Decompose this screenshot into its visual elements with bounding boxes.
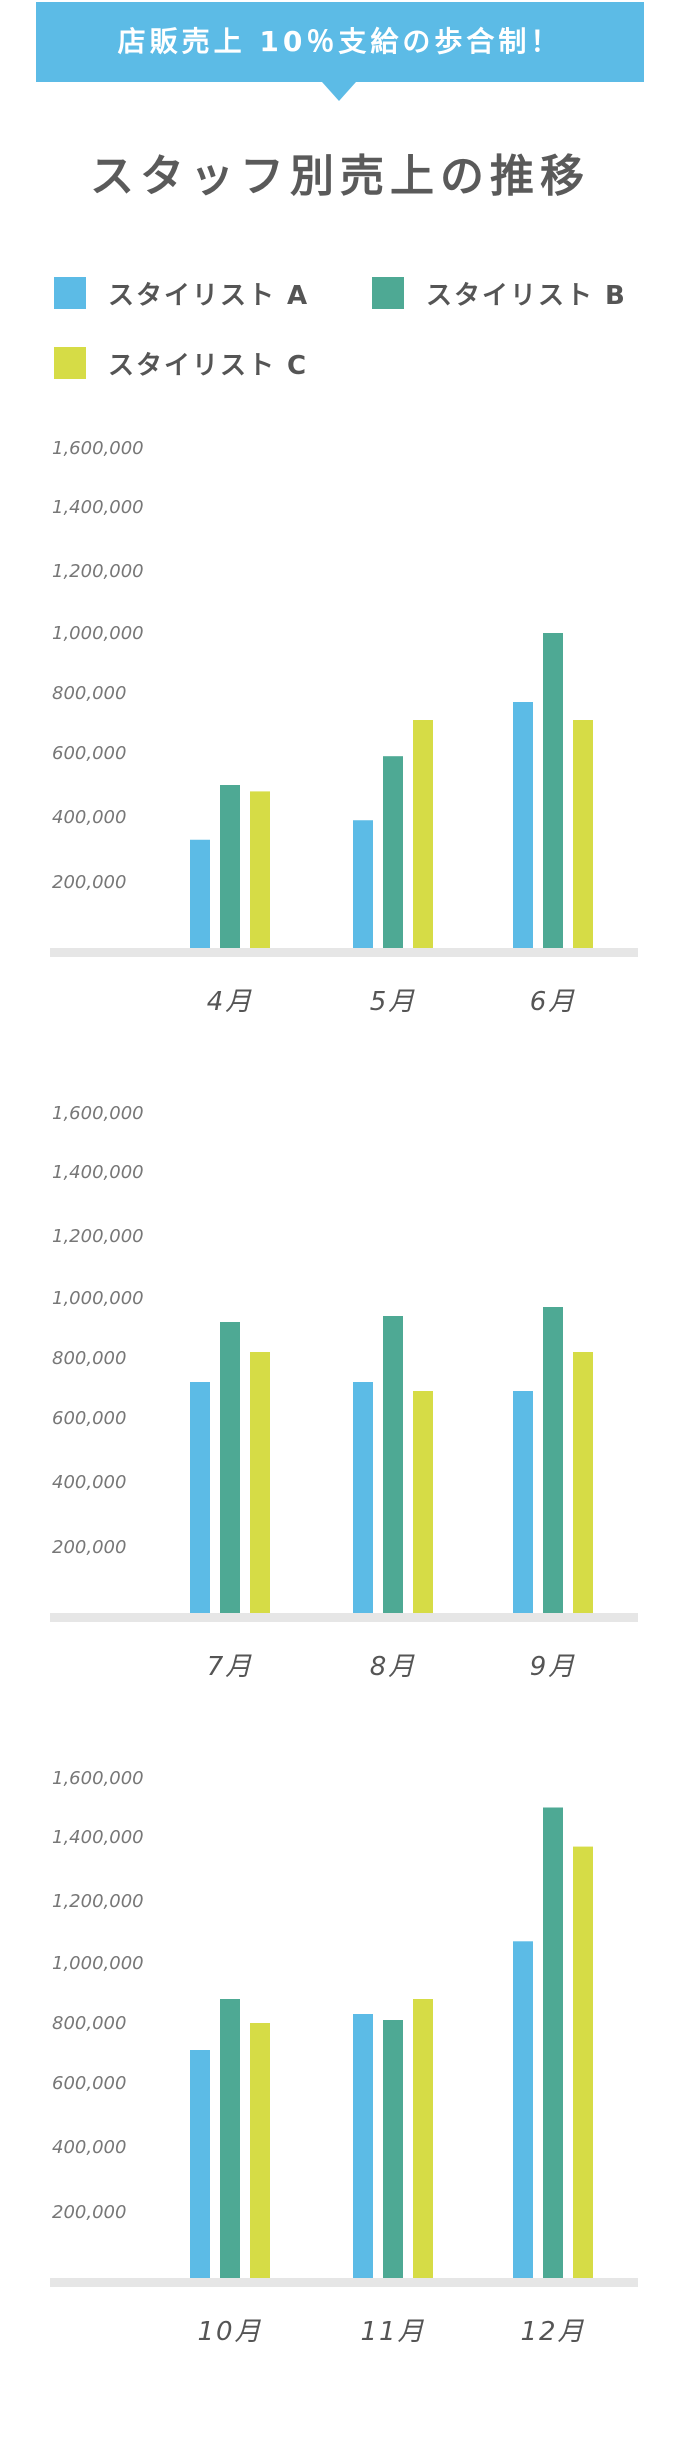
y-tick-label: 600,000 — [52, 743, 126, 764]
legend-swatch-c — [54, 347, 86, 379]
bar-a — [513, 1391, 533, 1613]
y-tick-label: 1,200,000 — [52, 1226, 144, 1247]
bar-chart-oct-dec: 200,000 400,000 600,000 800,000 1,000,000 1,2… — [0, 1750, 680, 2390]
y-tick-label: 800,000 — [52, 1348, 126, 1369]
bar-a — [353, 820, 373, 948]
chart-svg: 200,000 400,000 600,000 800,000 1,000,000 1,2… — [50, 438, 638, 1017]
y-tick-label: 1,000,000 — [52, 1953, 144, 1974]
y-tick-label: 1,000,000 — [52, 1288, 144, 1309]
bar-chart-jul-sep: 200,000 400,000 600,000 800,000 1,000,000 1,2… — [0, 1085, 680, 1725]
y-tick-label: 600,000 — [52, 1408, 126, 1429]
y-tick-label: 600,000 — [52, 2073, 126, 2094]
bar-a — [513, 1941, 533, 2278]
y-tick-label: 1,600,000 — [52, 1103, 144, 1124]
bar-c — [250, 1352, 270, 1613]
x-category-label: 10月 — [197, 2317, 262, 2347]
y-tick-label: 400,000 — [52, 1472, 126, 1493]
bar-c — [250, 791, 270, 948]
legend-label-b: スタイリスト B — [426, 280, 627, 311]
bar-b — [383, 1316, 403, 1613]
bar-b — [220, 1322, 240, 1613]
legend-item-c: スタイリスト C — [54, 345, 308, 381]
x-axis-baseline — [50, 1613, 638, 1622]
legend-swatch-b — [372, 277, 404, 309]
legend-item-b: スタイリスト B — [372, 275, 627, 311]
bar-b — [543, 1307, 563, 1613]
x-category-label: 8月 — [370, 1652, 417, 1682]
x-category-label: 12月 — [520, 2317, 585, 2347]
y-tick-label: 1,200,000 — [52, 561, 144, 582]
y-tick-label: 800,000 — [52, 2013, 126, 2034]
legend-swatch-a — [54, 277, 86, 309]
bar-b — [543, 1807, 563, 2278]
banner-pointer — [322, 82, 356, 101]
header-banner — [36, 2, 644, 82]
bar-a — [353, 2014, 373, 2278]
page-title: スタッフ別売上の推移 — [90, 151, 590, 202]
legend-label-c: スタイリスト C — [108, 350, 309, 381]
bar-b — [220, 785, 240, 948]
bar-c — [573, 1846, 593, 2278]
bar-a — [190, 2050, 210, 2278]
y-tick-label: 200,000 — [52, 2202, 126, 2223]
y-tick-label: 400,000 — [52, 807, 126, 828]
bar-b — [220, 1999, 240, 2278]
chart-svg: 200,000 400,000 600,000 800,000 1,000,000 1,2… — [50, 1768, 638, 2347]
banner-text: 店販売上 10％支給の歩合制！ — [117, 25, 563, 58]
bar-a — [190, 839, 210, 948]
chart-svg: 200,000 400,000 600,000 800,000 1,000,000 1,2… — [50, 1103, 638, 1682]
legend-label-a: スタイリスト A — [108, 280, 310, 311]
y-tick-label: 1,400,000 — [52, 1162, 144, 1183]
bar-b — [383, 756, 403, 948]
y-tick-label: 800,000 — [52, 683, 126, 704]
y-tick-label: 200,000 — [52, 1537, 126, 1558]
x-axis-baseline — [50, 948, 638, 957]
bar-b — [543, 633, 563, 948]
x-category-label: 11月 — [360, 2317, 425, 2347]
x-category-label: 9月 — [530, 1652, 577, 1682]
bar-a — [190, 1382, 210, 1613]
x-category-label: 7月 — [207, 1652, 254, 1682]
x-category-label: 6月 — [530, 987, 577, 1017]
y-tick-label: 1,000,000 — [52, 623, 144, 644]
legend-item-a: スタイリスト A — [54, 275, 309, 311]
y-tick-label: 1,400,000 — [52, 497, 144, 518]
bar-c — [413, 720, 433, 948]
y-tick-label: 1,600,000 — [52, 1768, 144, 1789]
y-tick-label: 400,000 — [52, 2137, 126, 2158]
bar-c — [573, 1352, 593, 1613]
x-category-label: 5月 — [370, 987, 417, 1017]
y-tick-label: 1,400,000 — [52, 1827, 144, 1848]
bar-c — [573, 720, 593, 948]
bar-c — [413, 1391, 433, 1613]
y-tick-label: 200,000 — [52, 872, 126, 893]
x-category-label: 4月 — [207, 987, 254, 1017]
bar-chart-apr-jun: 200,000 400,000 600,000 800,000 1,000,000 1,2… — [0, 420, 680, 1060]
y-tick-label: 1,200,000 — [52, 1891, 144, 1912]
bar-c — [413, 1999, 433, 2278]
bar-a — [513, 702, 533, 948]
x-axis-baseline — [50, 2278, 638, 2287]
bar-a — [353, 1382, 373, 1613]
bar-c — [250, 2023, 270, 2278]
y-tick-label: 1,600,000 — [52, 438, 144, 459]
bar-b — [383, 2020, 403, 2278]
